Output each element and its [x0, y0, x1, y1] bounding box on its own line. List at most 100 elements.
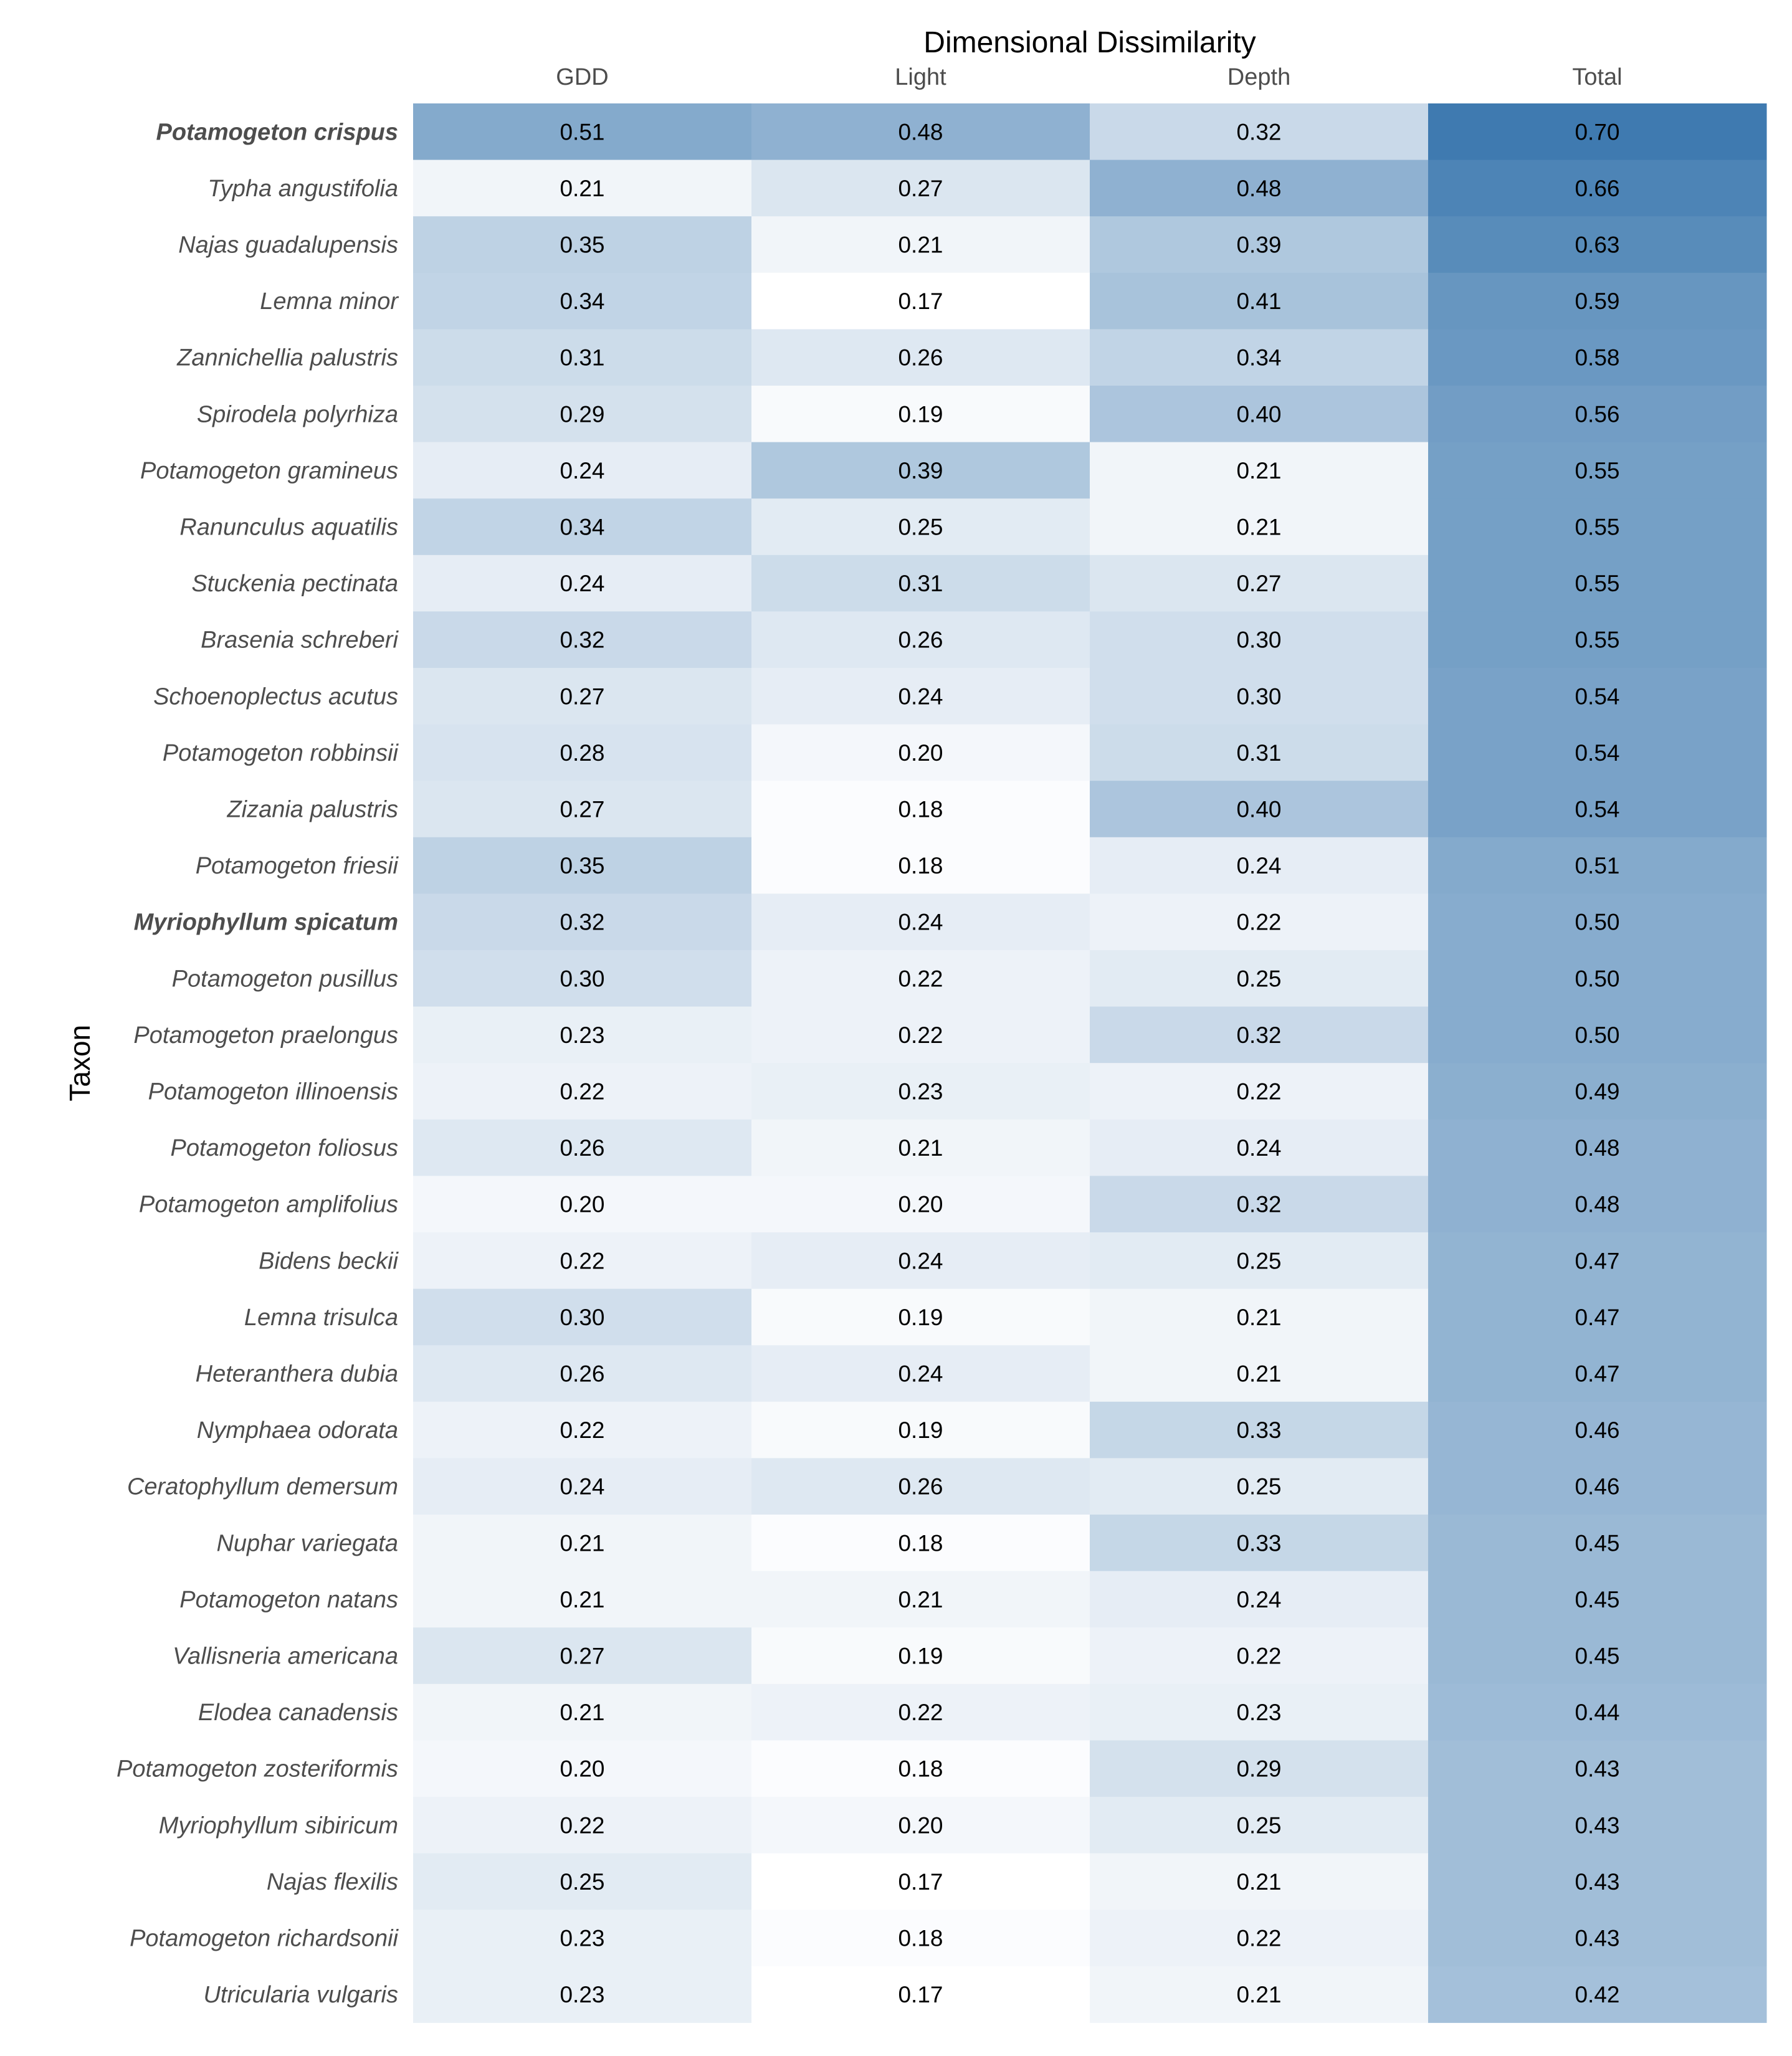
cell-value-label: 0.51 — [560, 119, 604, 145]
heatmap-cell — [1428, 781, 1767, 838]
cell-value-label: 0.24 — [1236, 853, 1281, 878]
cell-value-label: 0.24 — [898, 1361, 943, 1387]
cell-value-label: 0.31 — [1236, 740, 1281, 766]
cell-value-label: 0.27 — [560, 683, 604, 709]
row-label-taxon: Potamogeton crispus — [156, 119, 399, 145]
heatmap-cell — [1428, 1063, 1767, 1120]
heatmap-cell — [413, 893, 752, 951]
heatmap-cell — [1428, 272, 1767, 330]
cell-value-label: 0.18 — [898, 797, 943, 822]
heatmap-cell — [1428, 329, 1767, 386]
cell-value-label: 0.21 — [1236, 1869, 1281, 1895]
cell-value-label: 0.20 — [898, 1192, 943, 1217]
cell-value-label: 0.21 — [560, 1530, 604, 1556]
heatmap-cell — [413, 1232, 752, 1290]
heatmap-cell — [1090, 724, 1429, 781]
cell-value-label: 0.21 — [560, 1700, 604, 1725]
row-label-taxon: Potamogeton pusillus — [172, 966, 398, 992]
heatmap-cell — [1090, 1006, 1429, 1064]
cell-value-label: 0.24 — [1236, 1135, 1281, 1161]
heatmap-cell — [1090, 781, 1429, 838]
row-label-taxon: Utricularia vulgaris — [203, 1982, 398, 2008]
heatmap-cell — [1428, 498, 1767, 556]
cell-value-label: 0.29 — [560, 401, 604, 427]
row-label-taxon: Stuckenia pectinata — [191, 571, 398, 597]
heatmap-cell — [413, 1288, 752, 1346]
cell-value-label: 0.27 — [898, 176, 943, 201]
heatmap-cell — [1428, 1401, 1767, 1459]
row-label-taxon: Zannichellia palustris — [176, 345, 398, 371]
cell-value-label: 0.54 — [1575, 740, 1619, 766]
cell-value-label: 0.21 — [560, 1587, 604, 1612]
heatmap-cell — [413, 1458, 752, 1515]
cell-value-label: 0.21 — [1236, 1361, 1281, 1387]
cell-value-label: 0.17 — [898, 288, 943, 314]
cell-value-label: 0.25 — [898, 515, 943, 540]
cell-value-label: 0.55 — [1575, 571, 1619, 596]
heatmap-cell — [1428, 1119, 1767, 1176]
cell-value-label: 0.21 — [1236, 1982, 1281, 2007]
cell-value-label: 0.33 — [1236, 1530, 1281, 1556]
heatmap-cell — [413, 329, 752, 386]
cell-value-label: 0.23 — [1236, 1700, 1281, 1725]
heatmap-cell — [751, 781, 1090, 838]
cell-value-label: 0.25 — [1236, 966, 1281, 991]
heatmap-cell — [1090, 668, 1429, 725]
heatmap-cell — [1428, 1176, 1767, 1233]
heatmap-cell — [751, 272, 1090, 330]
cell-value-label: 0.25 — [1236, 1812, 1281, 1838]
heatmap-cell — [1428, 1853, 1767, 1910]
heatmap-cell — [413, 159, 752, 217]
heatmap-cell — [751, 893, 1090, 951]
heatmap-cell — [751, 554, 1090, 612]
heatmap-cell — [1090, 216, 1429, 274]
row-label-taxon: Schoenoplectus acutus — [153, 683, 398, 710]
cell-value-label: 0.48 — [1575, 1192, 1619, 1217]
row-label-taxon: Spirodela polyrhiza — [197, 401, 398, 427]
cell-value-label: 0.22 — [898, 1022, 943, 1048]
cell-value-label: 0.18 — [898, 853, 943, 878]
heatmap-cell — [413, 668, 752, 725]
cell-value-label: 0.28 — [560, 740, 604, 766]
heatmap-cell — [1428, 668, 1767, 725]
row-label-taxon: Potamogeton richardsonii — [130, 1926, 399, 1952]
cell-value-label: 0.17 — [898, 1869, 943, 1895]
cell-value-label: 0.19 — [898, 1417, 943, 1443]
cell-value-label: 0.43 — [1575, 1756, 1619, 1782]
cell-value-label: 0.42 — [1575, 1982, 1619, 2007]
cell-value-label: 0.31 — [560, 345, 604, 371]
heatmap-cell — [1090, 498, 1429, 556]
heatmap-cell — [751, 1006, 1090, 1064]
row-label-taxon: Bidens beckii — [259, 1248, 399, 1274]
cell-value-label: 0.48 — [1575, 1135, 1619, 1161]
row-label-taxon: Najas flexilis — [267, 1869, 398, 1895]
heatmap-cell — [751, 1176, 1090, 1233]
heatmap-cell — [1090, 442, 1429, 499]
column-label-light: Light — [895, 64, 946, 90]
heatmap-cell — [413, 1797, 752, 1854]
cell-value-label: 0.35 — [560, 853, 604, 878]
heatmap-cell — [413, 1345, 752, 1402]
heatmap-cell — [1428, 837, 1767, 894]
cell-value-label: 0.46 — [1575, 1417, 1619, 1443]
row-label-taxon: Potamogeton natans — [179, 1587, 398, 1613]
cell-value-label: 0.41 — [1236, 288, 1281, 314]
row-label-taxon: Potamogeton illinoensis — [148, 1079, 398, 1105]
cell-value-label: 0.20 — [898, 740, 943, 766]
heatmap-cell — [1090, 1571, 1429, 1628]
cell-value-label: 0.26 — [898, 627, 943, 653]
cell-value-label: 0.66 — [1575, 176, 1619, 201]
cell-value-label: 0.45 — [1575, 1530, 1619, 1556]
heatmap-cell — [413, 1119, 752, 1176]
cell-value-label: 0.20 — [898, 1812, 943, 1838]
heatmap-cell — [751, 1966, 1090, 2023]
row-label-taxon: Potamogeton gramineus — [140, 458, 398, 484]
cell-value-label: 0.24 — [898, 910, 943, 935]
heatmap-cell — [413, 1683, 752, 1741]
heatmap-cell — [751, 950, 1090, 1007]
cell-value-label: 0.23 — [560, 1926, 604, 1951]
row-label-taxon: Ceratophyllum demersum — [127, 1474, 398, 1500]
cell-value-label: 0.29 — [1236, 1756, 1281, 1782]
cell-value-label: 0.43 — [1575, 1926, 1619, 1951]
